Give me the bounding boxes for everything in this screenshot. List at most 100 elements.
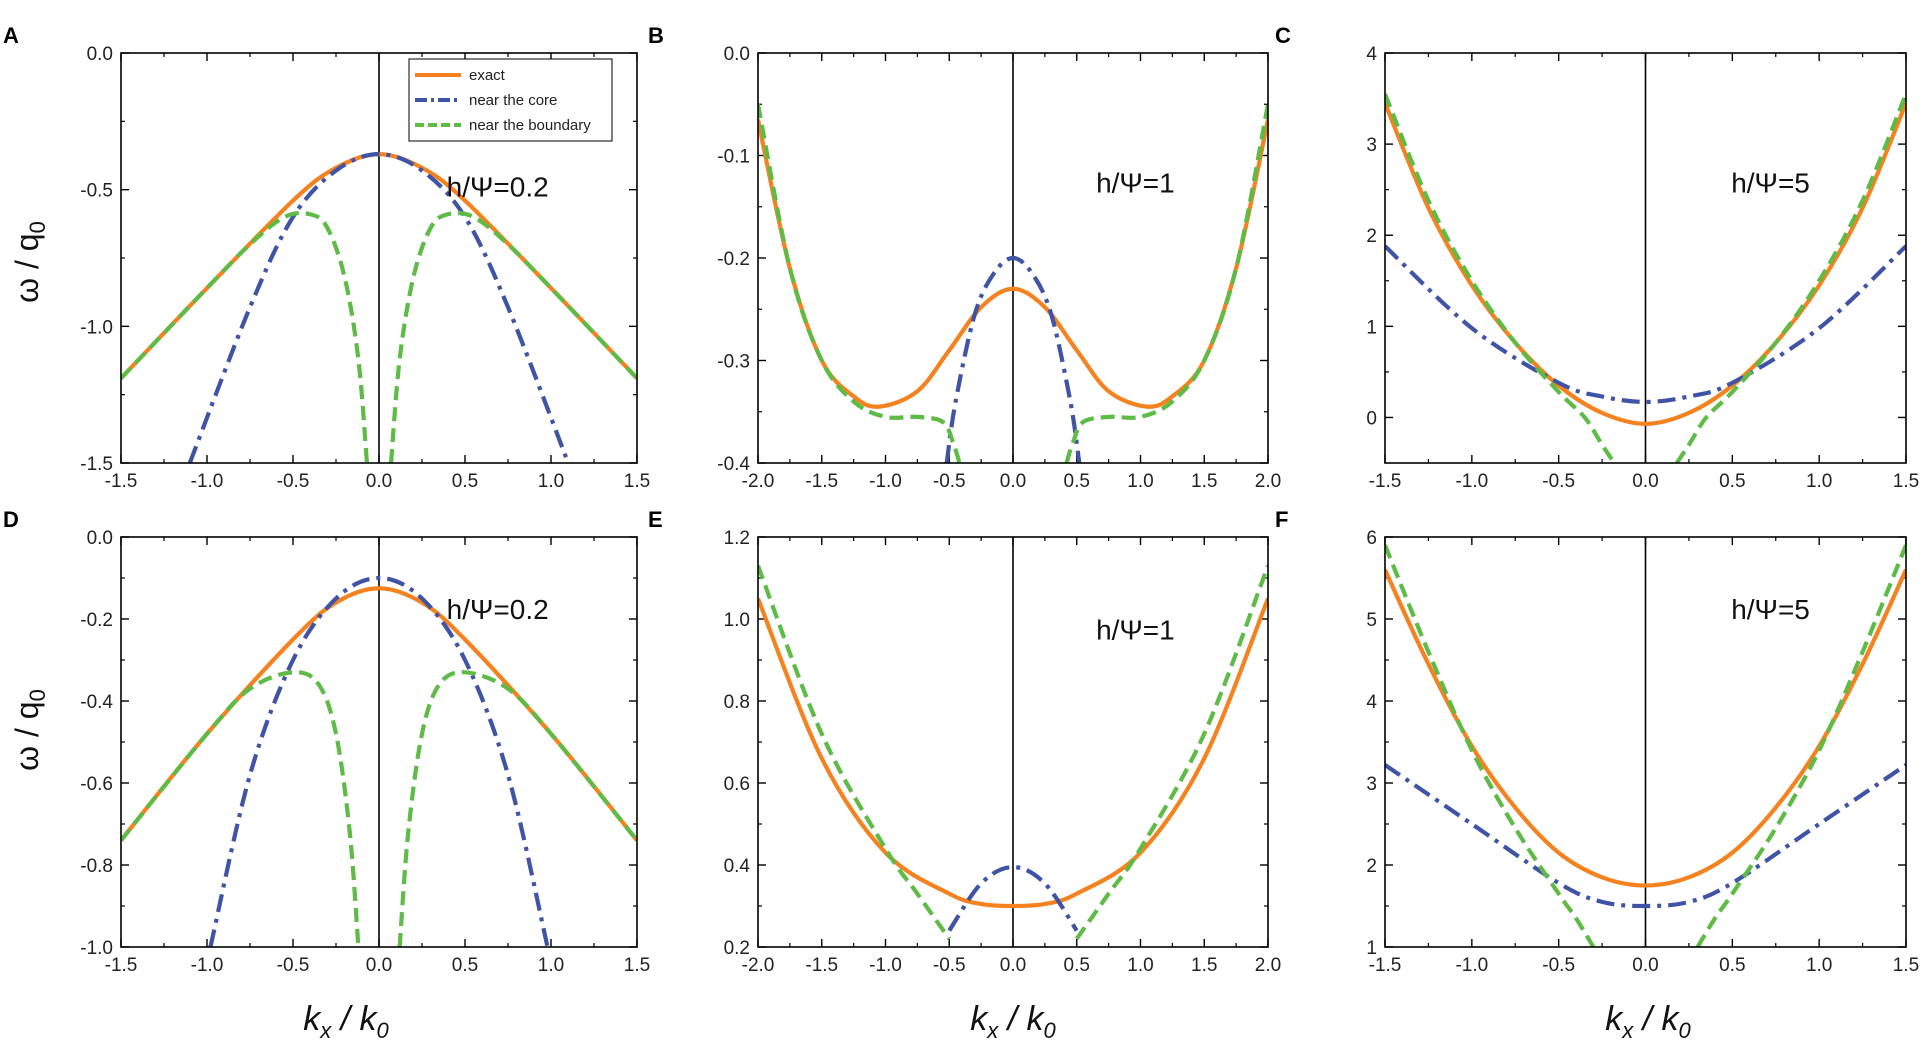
plot-frame — [757, 536, 1269, 948]
y-tick-label: -1.5 — [80, 454, 113, 475]
y-tick-label: -0.2 — [717, 249, 750, 270]
series-line-exact — [758, 597, 1268, 909]
y-tick-label: -0.4 — [717, 454, 750, 475]
series-group — [1385, 93, 1906, 463]
plot-frame — [1384, 536, 1907, 948]
y-tick-label: -0.3 — [717, 352, 750, 373]
x-tick-label: 0.5 — [452, 471, 478, 492]
legend-label-near-the-core: near the core — [469, 92, 557, 109]
panel-letter-a: A — [3, 23, 19, 48]
series-line-near-the-boundary — [1695, 544, 1906, 947]
x-tick-label: 0.5 — [1064, 955, 1090, 976]
x-tick-label: -0.5 — [1542, 955, 1575, 976]
y-axis-label-bottom: ω / q0 — [9, 689, 50, 771]
series-group — [758, 564, 1268, 941]
series-line-near-the-core — [947, 864, 1079, 932]
x-tick-label: 0.5 — [452, 955, 478, 976]
x-tick-label: -2.0 — [742, 471, 775, 492]
plot-frame — [120, 52, 638, 464]
series-line-near-the-boundary — [1064, 103, 1268, 463]
x-tick-label: 0.0 — [1000, 955, 1026, 976]
panel-a: A -1.5 -1.0 -0.5 0.0 0.5 1.0 1.5 -1.5 -1.0 -0.5 0.0… — [3, 23, 650, 492]
x-tick-label: 1.0 — [538, 471, 564, 492]
x-tick-label: 1.0 — [1806, 955, 1832, 976]
y-tick-label: 6 — [1366, 528, 1377, 549]
y-tick-label: 0.0 — [87, 44, 113, 65]
y-tick-label: -1.0 — [80, 938, 113, 959]
x-tick-label: -0.5 — [933, 471, 966, 492]
x-tick-label: 0.0 — [366, 471, 392, 492]
series-line-near-the-boundary — [1385, 544, 1596, 947]
panel-d: D-1.5 -1.0 -0.5 0.0 0.5 1.0 1.5-1.0-0.8-0.6-0.… — [3, 507, 650, 976]
x-tick-label: 0.5 — [1719, 955, 1745, 976]
series-line-near-the-boundary — [121, 670, 361, 947]
series-line-near-the-boundary — [758, 564, 951, 941]
x-tick-label: 2.0 — [1255, 955, 1281, 976]
x-tick-label: 1.0 — [1127, 955, 1153, 976]
series-line-near-the-core — [208, 575, 550, 947]
panel-letter-f: F — [1275, 507, 1288, 532]
x-tick-label: -1.5 — [1369, 955, 1402, 976]
x-tick-label: 1.5 — [1893, 471, 1919, 492]
series-line-near-the-boundary — [758, 103, 962, 463]
x-tick-label: -1.0 — [191, 471, 224, 492]
plot-frame — [1384, 52, 1907, 464]
y-tick-label: -0.4 — [80, 692, 113, 713]
series-line-near-the-boundary — [121, 210, 370, 463]
y-tick-label: 1 — [1366, 938, 1377, 959]
panel-annotation: h/Ψ=5 — [1731, 594, 1810, 625]
panel-annotation: h/Ψ=5 — [1731, 167, 1810, 198]
x-tick-label: -1.5 — [805, 955, 838, 976]
panel-annotation: h/Ψ=1 — [1096, 167, 1175, 198]
x-tick-label: 1.5 — [624, 955, 650, 976]
series-group — [758, 103, 1268, 463]
y-tick-label: 4 — [1366, 44, 1377, 65]
series-line-near-the-core — [187, 152, 571, 463]
x-tick-label: 0.5 — [1719, 471, 1745, 492]
y-tick-label: -0.6 — [80, 774, 113, 795]
y-tick-label: -0.2 — [80, 610, 113, 631]
x-tick-label: -1.0 — [869, 955, 902, 976]
x-tick-label: 1.0 — [538, 955, 564, 976]
panel-letter-e: E — [648, 507, 663, 532]
x-axis-label-right: kx / k0 — [1605, 1000, 1691, 1043]
x-tick-label: -1.0 — [1455, 955, 1488, 976]
x-tick-label: 0.0 — [1000, 471, 1026, 492]
y-tick-label: 0 — [1366, 408, 1377, 429]
panel-letter-d: D — [3, 507, 19, 532]
legend: exact near the core near the boundary — [408, 58, 613, 142]
y-tick-label: 2 — [1366, 226, 1377, 247]
y-tick-label: 2 — [1366, 856, 1377, 877]
x-tick-label: 1.0 — [1127, 471, 1153, 492]
legend-label-near-the-boundary: near the boundary — [469, 117, 591, 134]
y-tick-label: -0.1 — [717, 147, 750, 168]
panel-annotation: h/Ψ=1 — [1096, 615, 1175, 646]
panel-e: E -2.0 -1.5 -1.0 -0.5 0.0 0.5 1.0 1.5 2.0 0.2 0.4 0.… — [648, 507, 1281, 976]
x-tick-label: 0.5 — [1064, 471, 1090, 492]
y-tick-label: 4 — [1366, 692, 1377, 713]
y-tick-label: -0.5 — [80, 181, 113, 202]
series-line-near-the-boundary — [388, 210, 637, 463]
x-tick-label: 1.0 — [1806, 471, 1832, 492]
series-group — [121, 575, 637, 947]
series-line-near-the-boundary — [1385, 93, 1616, 463]
x-axis-label-middle: kx / k0 — [970, 1000, 1056, 1043]
panel-letter-b: B — [648, 23, 664, 48]
y-tick-label: 1.0 — [724, 610, 750, 631]
y-tick-label: 1.2 — [724, 528, 750, 549]
y-axis-label-top: ω / q0 — [9, 221, 50, 303]
x-tick-label: 1.5 — [624, 471, 650, 492]
series-line-near-the-boundary — [397, 670, 637, 947]
plot-frame — [120, 536, 638, 948]
x-tick-label: -1.5 — [105, 471, 138, 492]
panel-letter-c: C — [1275, 23, 1291, 48]
panel-c: C -1.5 -1.0 -0.5 0.0 0.5 1.0 1.5 0 1 2 3 4 h/Ψ=5 — [1275, 23, 1919, 492]
x-tick-label: -0.5 — [277, 955, 310, 976]
x-tick-label: -1.0 — [1455, 471, 1488, 492]
x-axis-label-left: kx / k0 — [303, 1000, 389, 1043]
x-tick-label: -1.0 — [869, 471, 902, 492]
x-tick-label: 1.5 — [1893, 955, 1919, 976]
x-tick-label: -1.0 — [191, 955, 224, 976]
panel-annotation: h/Ψ=0.2 — [447, 594, 549, 625]
